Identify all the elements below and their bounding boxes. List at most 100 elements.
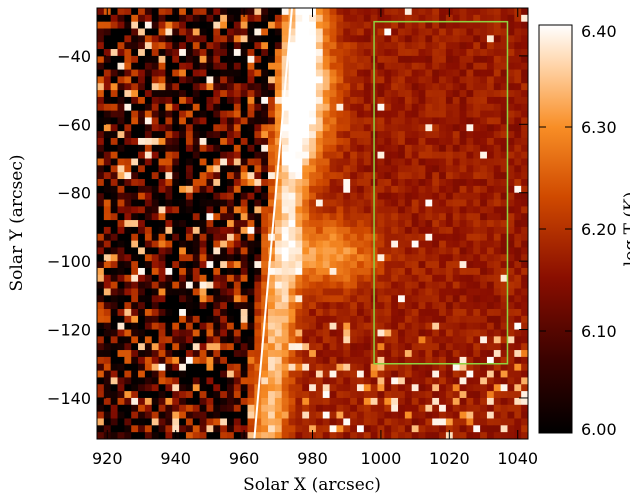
heat-cell bbox=[309, 418, 317, 426]
heat-cell bbox=[309, 213, 317, 221]
heat-cell bbox=[452, 55, 460, 64]
heat-cell bbox=[459, 151, 467, 159]
heat-cell bbox=[425, 425, 433, 433]
heat-cell bbox=[261, 8, 269, 16]
heat-cell bbox=[363, 288, 372, 296]
heat-cell bbox=[459, 397, 467, 406]
heat-cell bbox=[288, 199, 296, 207]
heat-cell bbox=[179, 336, 187, 344]
heat-cell bbox=[322, 322, 330, 330]
heat-cell bbox=[315, 336, 324, 344]
heat-cell bbox=[261, 411, 269, 419]
heat-cell bbox=[192, 206, 201, 214]
heat-cell bbox=[459, 261, 467, 269]
heat-cell bbox=[131, 110, 139, 118]
heat-cell bbox=[199, 137, 207, 146]
heat-cell bbox=[220, 172, 228, 180]
heat-cell bbox=[233, 110, 242, 118]
heat-cell bbox=[322, 384, 330, 392]
heat-cell bbox=[185, 144, 194, 153]
heat-cell bbox=[179, 329, 187, 337]
heat-cell bbox=[521, 14, 528, 23]
heat-cell bbox=[493, 151, 502, 159]
heat-cell bbox=[213, 172, 221, 180]
heat-cell bbox=[363, 247, 372, 255]
heat-cell bbox=[138, 42, 146, 50]
heat-cell bbox=[206, 185, 214, 194]
heat-cell bbox=[226, 302, 235, 310]
heat-cell bbox=[309, 302, 317, 310]
heat-cell bbox=[452, 350, 460, 358]
heat-cell bbox=[486, 309, 495, 317]
heat-cell bbox=[329, 274, 337, 283]
heat-cell bbox=[124, 295, 132, 303]
heat-cell bbox=[274, 370, 283, 378]
heat-cell bbox=[213, 329, 221, 337]
heat-cell bbox=[425, 96, 433, 105]
heat-cell bbox=[226, 411, 235, 419]
heat-cell bbox=[185, 151, 194, 159]
heat-cell bbox=[466, 62, 474, 70]
heat-cell bbox=[124, 261, 132, 269]
heat-cell bbox=[124, 55, 132, 64]
heat-cell bbox=[206, 377, 214, 385]
heat-cell bbox=[343, 185, 351, 194]
heat-cell bbox=[110, 144, 118, 153]
heat-cell bbox=[165, 397, 173, 406]
heat-cell bbox=[411, 220, 419, 228]
heat-cell bbox=[315, 377, 324, 385]
heat-cell bbox=[425, 76, 433, 84]
heat-cell bbox=[322, 391, 330, 399]
heat-cell bbox=[165, 55, 173, 64]
heat-cell bbox=[131, 14, 139, 23]
heat-cell bbox=[356, 233, 365, 241]
heat-cell bbox=[110, 213, 118, 221]
heat-cell bbox=[507, 281, 515, 289]
heat-cell bbox=[247, 370, 255, 378]
heat-cell bbox=[425, 397, 433, 406]
heat-cell bbox=[459, 404, 467, 413]
heat-cell bbox=[213, 103, 221, 112]
heat-cell bbox=[103, 411, 112, 419]
heat-cell bbox=[288, 397, 296, 406]
heat-cell bbox=[302, 226, 310, 235]
heat-cell bbox=[97, 363, 105, 371]
heat-cell bbox=[336, 76, 344, 84]
heat-cell bbox=[329, 315, 337, 324]
heat-cell bbox=[473, 83, 481, 91]
heat-cell bbox=[247, 62, 255, 70]
heat-cell bbox=[274, 384, 283, 392]
heat-cell bbox=[103, 151, 112, 159]
heat-cell bbox=[466, 206, 474, 214]
heat-cell bbox=[179, 254, 187, 262]
heat-cell bbox=[384, 288, 392, 296]
heat-cell bbox=[486, 302, 495, 310]
heat-cell bbox=[226, 90, 235, 98]
heat-cell bbox=[103, 179, 112, 187]
heat-cell bbox=[220, 90, 228, 98]
heat-cell bbox=[288, 35, 296, 43]
heat-cell bbox=[110, 261, 118, 269]
heat-cell bbox=[432, 370, 440, 378]
heat-cell bbox=[213, 315, 221, 324]
heat-cell bbox=[445, 254, 454, 262]
heat-cell bbox=[206, 343, 214, 351]
heat-cell bbox=[315, 28, 324, 36]
heat-cell bbox=[199, 124, 207, 132]
heat-cell bbox=[404, 432, 413, 439]
heat-cell bbox=[486, 137, 495, 146]
heat-cell bbox=[131, 247, 139, 255]
heat-cell bbox=[425, 192, 433, 200]
heat-cell bbox=[131, 309, 139, 317]
heat-cell bbox=[350, 117, 358, 125]
heat-cell bbox=[322, 350, 330, 358]
heat-cell bbox=[97, 96, 105, 105]
heat-cell bbox=[309, 124, 317, 132]
limb-line bbox=[253, 7, 293, 440]
heat-cell bbox=[192, 411, 201, 419]
heat-cell bbox=[206, 329, 214, 337]
heat-cell bbox=[206, 370, 214, 378]
heat-cell bbox=[268, 117, 276, 125]
heat-cell bbox=[329, 83, 337, 91]
heat-cell bbox=[411, 21, 419, 29]
